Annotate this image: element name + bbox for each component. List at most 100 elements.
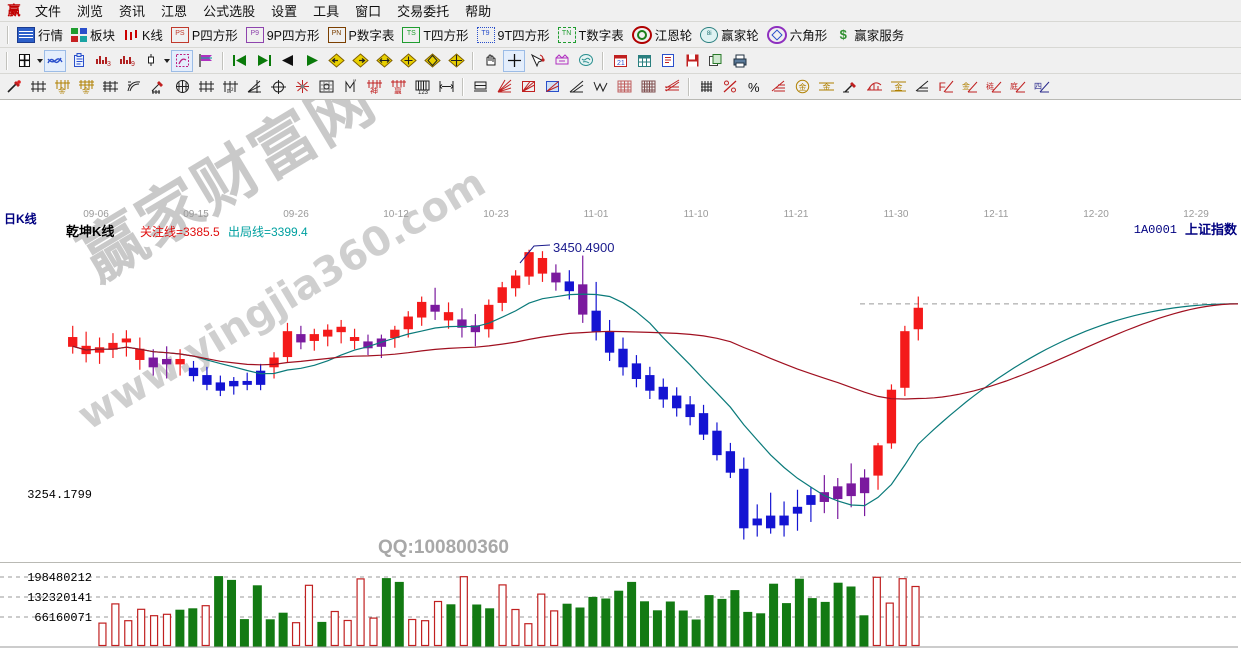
gold-fan-icon[interactable]: 金 (51, 76, 73, 98)
menu-item-gann[interactable]: 江恩 (161, 4, 188, 19)
copy-icon[interactable] (705, 50, 727, 72)
circle-grid-icon[interactable] (171, 76, 193, 98)
brain-icon[interactable] (575, 50, 597, 72)
toolbar-button-sector[interactable]: 板块 (67, 24, 119, 45)
percent-icon[interactable]: % (743, 76, 765, 98)
candle-icon[interactable] (140, 50, 162, 72)
trend-up-icon[interactable] (565, 76, 587, 98)
notes-icon[interactable] (657, 50, 679, 72)
menu-item-settings[interactable]: 设置 (271, 4, 298, 19)
f-angle-icon[interactable]: F (935, 76, 957, 98)
volume-bars[interactable] (0, 563, 1241, 648)
fit-icon[interactable] (445, 50, 467, 72)
toolbar-button-t-number-table[interactable]: TN T数字表 (554, 24, 628, 45)
expand-icon[interactable] (397, 50, 419, 72)
parallel-icon[interactable] (661, 76, 683, 98)
toolbar-button-p-number-table[interactable]: PN P数字表 (324, 24, 399, 45)
toolbar-button-winner-wheel[interactable]: 8i 赢家轮 (696, 24, 763, 45)
volume-panel[interactable]: 198480212 132320141 66160071 (0, 562, 1241, 648)
toolbar-button-t-square[interactable]: TS T四方形 (398, 24, 472, 45)
menu-item-formula-screen[interactable]: 公式选股 (203, 4, 256, 19)
shrink-icon[interactable] (421, 50, 443, 72)
ladder2-icon[interactable] (695, 76, 717, 98)
ying-icon[interactable]: 赢 (387, 76, 409, 98)
gold-fit-icon[interactable]: 金 (887, 76, 909, 98)
toolbar-button-kline[interactable]: K线 (119, 24, 167, 45)
zoom-left-icon[interactable] (325, 50, 347, 72)
cursor-pick-icon[interactable] (527, 50, 549, 72)
mprime-icon[interactable]: " (339, 76, 361, 98)
candlestick-plot[interactable] (0, 100, 1241, 562)
toolbar-button-9t-square[interactable]: T9 9T四方形 (473, 24, 554, 45)
fibo-icon[interactable] (99, 76, 121, 98)
fan-lines-icon[interactable] (493, 76, 515, 98)
menu-item-help[interactable]: 帮助 (465, 4, 492, 19)
ladder-icon[interactable]: 123 (411, 76, 433, 98)
crosshair-icon[interactable] (503, 49, 525, 72)
box-grid-icon[interactable] (315, 76, 337, 98)
shen-angle-icon[interactable]: 裢 (983, 76, 1005, 98)
arc-fit-icon[interactable] (863, 76, 885, 98)
overlay-icon[interactable] (44, 49, 66, 72)
zoom-both-icon[interactable] (373, 50, 395, 72)
print-icon[interactable] (729, 50, 751, 72)
calendar-icon[interactable]: 21 (609, 50, 631, 72)
fork-icon[interactable] (27, 76, 49, 98)
pen-flag-icon[interactable] (839, 76, 861, 98)
crown-icon[interactable] (551, 50, 573, 72)
fan-box-icon[interactable] (517, 76, 539, 98)
report-icon[interactable] (68, 50, 90, 72)
next-icon[interactable] (301, 50, 323, 72)
crosshair-target-icon[interactable] (267, 76, 289, 98)
menu-item-window[interactable]: 窗口 (355, 4, 382, 19)
period-dropdown-caret[interactable] (36, 50, 43, 72)
grid-cross-icon[interactable] (195, 76, 217, 98)
first-page-icon[interactable] (229, 50, 251, 72)
toolbar-button-winner-service[interactable]: $ 赢家服务 (831, 24, 908, 45)
price-chart-panel[interactable]: 赢家财富网 www.yingjia360.com QQ:100800360 日K… (0, 100, 1241, 562)
angle-icon[interactable] (243, 76, 265, 98)
toolbar-button-market[interactable]: 行情 (13, 24, 67, 45)
pen-measure-icon[interactable] (147, 76, 169, 98)
channel-icon[interactable] (469, 76, 491, 98)
n2-icon[interactable]: n² (219, 76, 241, 98)
candle-dropdown-caret[interactable] (163, 50, 170, 72)
arrow-span-icon[interactable] (435, 76, 457, 98)
grid-sq2-icon[interactable] (637, 76, 659, 98)
menu-item-browse[interactable]: 浏览 (77, 4, 104, 19)
kline-9-icon[interactable]: 9 (116, 50, 138, 72)
shen-icon[interactable]: 神 (363, 76, 385, 98)
menu-item-file[interactable]: 文件 (35, 4, 62, 19)
spreadsheet-icon[interactable] (633, 50, 655, 72)
last-page-icon[interactable] (253, 50, 275, 72)
kun-angle-icon[interactable]: 庭 (1007, 76, 1029, 98)
grid-sq-icon[interactable] (613, 76, 635, 98)
gold-circle-icon[interactable]: 金 (791, 76, 813, 98)
toolbar-button-9p-square[interactable]: P9 9P四方形 (242, 24, 324, 45)
period-day-icon[interactable] (13, 50, 35, 72)
angle-up-icon[interactable] (911, 76, 933, 98)
flag-icon[interactable] (195, 50, 217, 72)
zoom-right-icon[interactable] (349, 50, 371, 72)
pen-icon[interactable] (3, 76, 25, 98)
menu-item-tools[interactable]: 工具 (313, 4, 340, 19)
gold-fan2-icon[interactable]: 金 (75, 76, 97, 98)
save-icon[interactable] (681, 50, 703, 72)
kline-3-icon[interactable]: 3 (92, 50, 114, 72)
gold-angle-icon[interactable]: 金 (959, 76, 981, 98)
toolbar-button-gann-wheel[interactable]: 江恩轮 (628, 24, 697, 45)
hand-pan-icon[interactable] (479, 50, 501, 72)
toolbar-button-hexagon[interactable]: 六角形 (763, 24, 832, 45)
zigzag-icon[interactable] (589, 76, 611, 98)
percent-lines-icon[interactable] (767, 76, 789, 98)
gold-lines-icon[interactable]: 金 (815, 76, 837, 98)
prev-icon[interactable] (277, 50, 299, 72)
si-angle-icon[interactable]: 四 (1031, 76, 1053, 98)
star-icon[interactable] (291, 76, 313, 98)
percent-strike-icon[interactable] (719, 76, 741, 98)
arc-icon[interactable] (123, 76, 145, 98)
fan-shade-icon[interactable] (541, 76, 563, 98)
toolbar-button-p-square[interactable]: PS P四方形 (167, 24, 242, 45)
menu-item-trade[interactable]: 交易委托 (397, 4, 450, 19)
menu-item-news[interactable]: 资讯 (119, 4, 146, 19)
